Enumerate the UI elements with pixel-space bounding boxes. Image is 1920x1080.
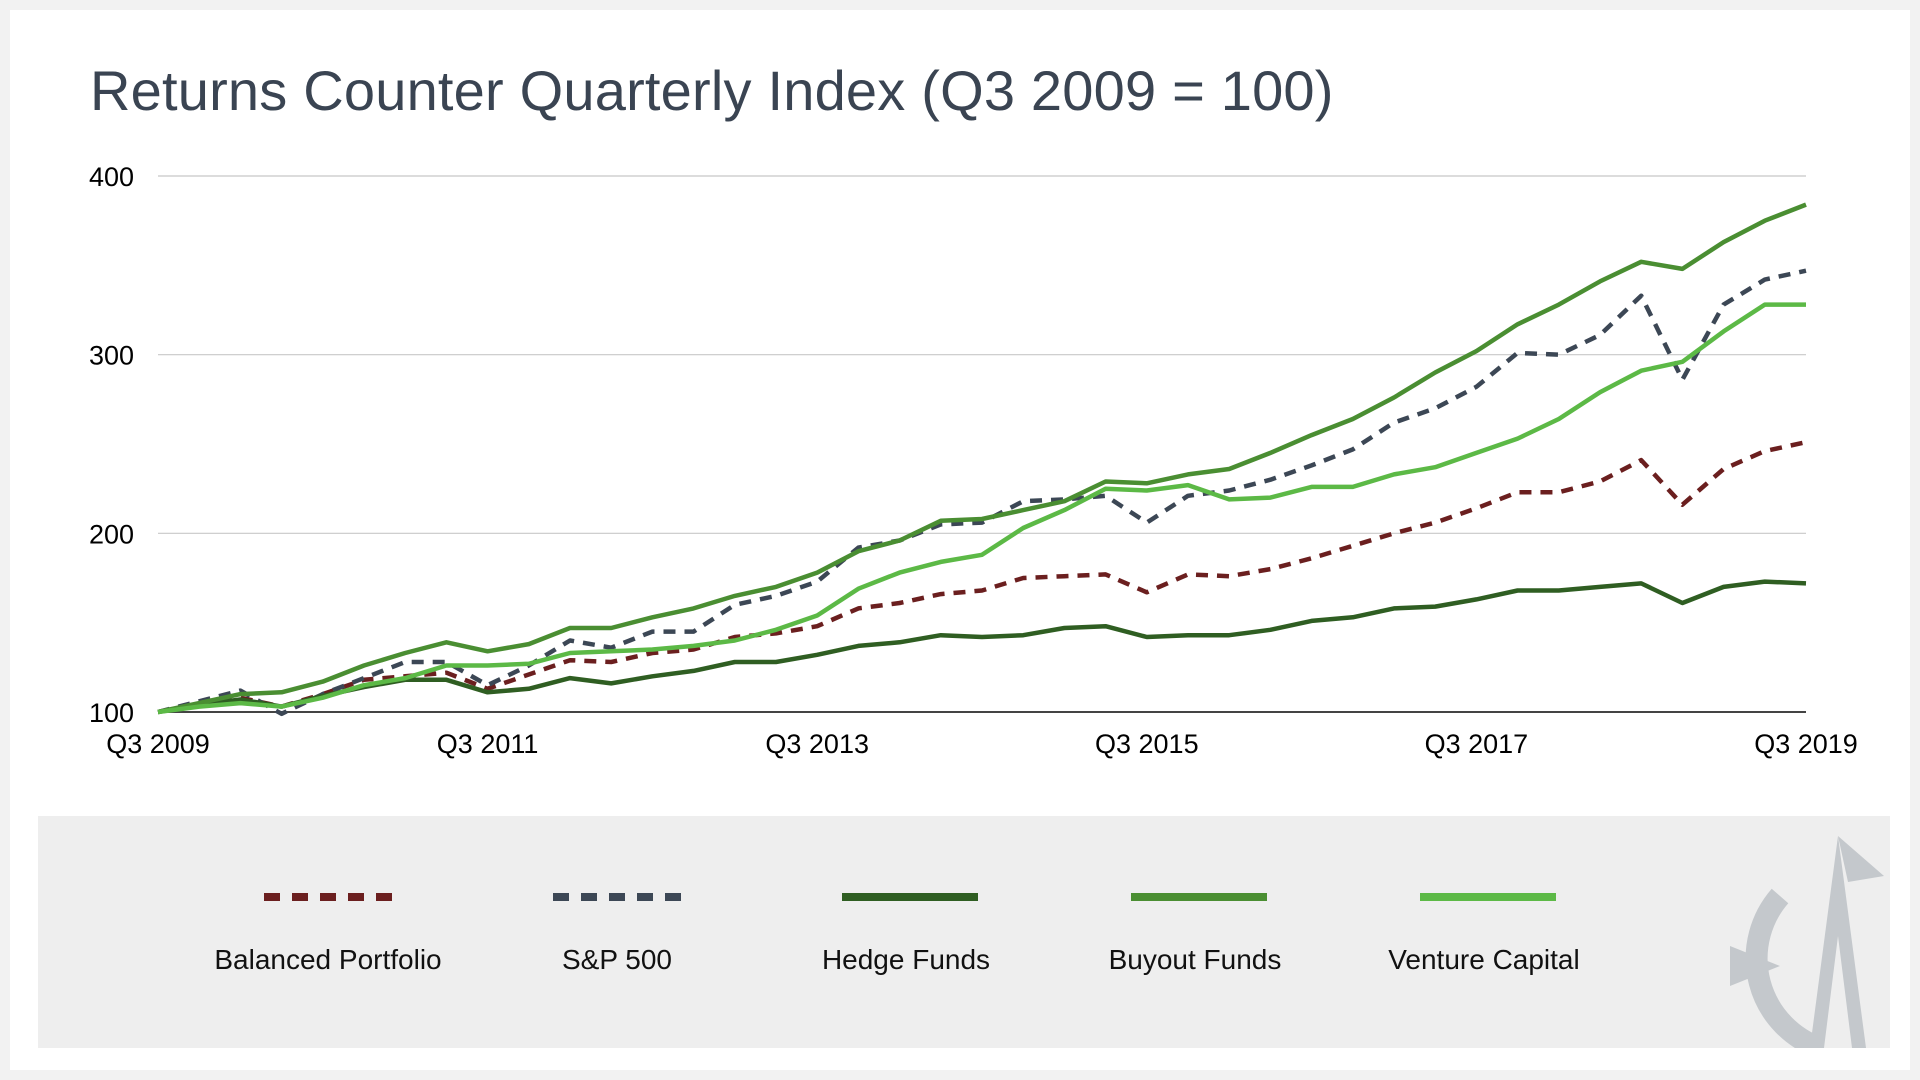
- legend-item-buyout-funds: Buyout Funds: [1075, 816, 1315, 1048]
- x-tick-label: Q3 2017: [1425, 729, 1529, 759]
- x-tick-label: Q3 2019: [1754, 729, 1858, 759]
- series-line: [157, 440, 1807, 715]
- legend-swatch-hedge-funds: [842, 893, 978, 901]
- y-tick-label: 100: [89, 698, 134, 728]
- legend-swatch-buyout-funds: [1131, 893, 1267, 901]
- series-line: [157, 202, 1807, 715]
- legend-item-hedge-funds: Hedge Funds: [786, 816, 1026, 1048]
- legend-item-sp500: S&P 500: [497, 816, 737, 1048]
- series-line: [157, 302, 1806, 715]
- slide: Returns Counter Quarterly Index (Q3 2009…: [10, 10, 1910, 1070]
- x-axis: Q3 2009 Q3 2011 Q3 2013 Q3 2015 Q3 2017 Q3 20…: [106, 729, 1858, 759]
- legend-swatch-sp500: [553, 893, 689, 901]
- legend-swatch-balanced-portfolio: [264, 893, 400, 901]
- x-tick-label: Q3 2013: [765, 729, 869, 759]
- y-axis: 100 200 300 400: [89, 162, 134, 728]
- legend-label: Buyout Funds: [1108, 944, 1282, 975]
- y-tick-label: 400: [89, 162, 134, 192]
- legend-item-balanced-portfolio: Balanced Portfolio: [208, 816, 448, 1048]
- chart-title: Returns Counter Quarterly Index (Q3 2009…: [90, 59, 1334, 122]
- legend-label: S&P 500: [561, 944, 673, 975]
- x-tick-label: Q3 2015: [1095, 729, 1199, 759]
- grid: [158, 175, 1806, 713]
- series-line: [157, 579, 1807, 715]
- series-line: [157, 268, 1807, 717]
- legend: Balanced Portfolio S&P 500 Hedge Funds B…: [38, 816, 1890, 1048]
- x-tick-label: Q3 2009: [106, 729, 210, 759]
- y-tick-label: 200: [89, 519, 134, 549]
- legend-item-venture-capital: Venture Capital: [1364, 816, 1604, 1048]
- legend-label: Hedge Funds: [821, 944, 991, 975]
- line-chart: 100 200 300 400 Q3 2009 Q3 2011 Q3 2013 Q3 201…: [89, 162, 1858, 759]
- legend-label: Venture Capital: [1388, 944, 1580, 975]
- compass-a-logo-icon: [1730, 836, 1884, 1048]
- y-tick-label: 300: [89, 341, 134, 371]
- x-tick-label: Q3 2011: [437, 729, 539, 759]
- series-lines: [157, 202, 1807, 717]
- legend-label: Balanced Portfolio: [214, 944, 442, 975]
- legend-swatch-venture-capital: [1420, 893, 1556, 901]
